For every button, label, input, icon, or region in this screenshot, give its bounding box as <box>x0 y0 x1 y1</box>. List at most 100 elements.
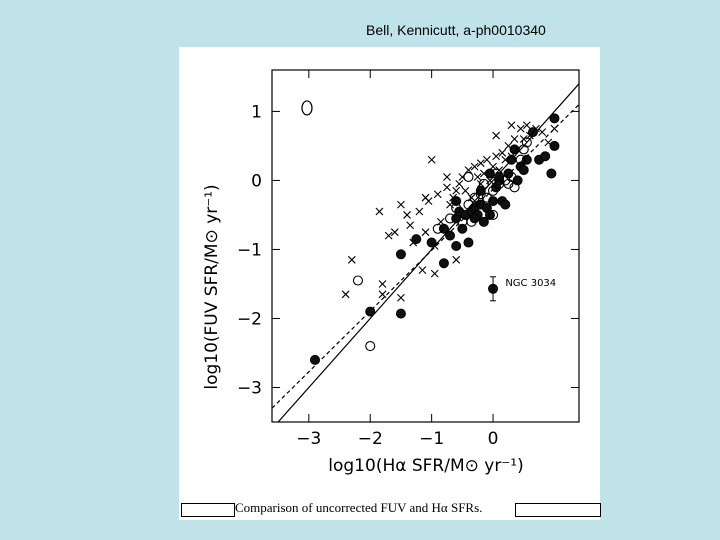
cross-point <box>498 148 507 157</box>
cross-point <box>467 193 476 202</box>
one-to-one-line <box>277 83 579 422</box>
open-circle-point <box>487 185 499 196</box>
open-circle-point <box>515 154 526 165</box>
annotation-label: NGC 3034 <box>505 278 556 289</box>
y-tick-label: −1 <box>237 240 262 260</box>
cross-point <box>550 124 559 133</box>
open-circle-point <box>503 178 514 189</box>
cross-point <box>519 135 528 143</box>
plot-frame <box>271 69 580 423</box>
cross-point <box>476 159 485 168</box>
cross-point <box>492 131 500 140</box>
chart-axes <box>271 69 580 423</box>
cross-point <box>443 183 451 192</box>
filled-circle-point <box>549 140 560 151</box>
figure-panel: −3 −2 −1 0 −3 −2 −1 0 1 NGC 3034 log10(Hα SFR/M⊙ … <box>179 47 600 520</box>
cross-point <box>473 173 482 181</box>
cross-point <box>486 176 494 185</box>
cross-point <box>390 228 399 237</box>
cross-point <box>384 231 393 240</box>
filled-circle-point <box>549 113 560 124</box>
cross-point <box>516 124 525 133</box>
cross-point <box>449 193 458 202</box>
cross-point <box>378 290 387 299</box>
cross-point <box>504 142 513 150</box>
cross-point <box>507 121 516 130</box>
x-axis-label: log10(Hα SFR/M⊙ yr⁻¹) <box>328 456 523 476</box>
cross-point <box>489 162 497 171</box>
cross-point <box>495 166 504 174</box>
open-circle-point <box>518 144 529 155</box>
cross-point <box>522 121 531 130</box>
cross-point <box>507 152 516 161</box>
cross-point <box>397 200 405 209</box>
cross-point <box>501 155 510 164</box>
open-circle-point <box>506 171 517 183</box>
cross-point <box>433 190 442 199</box>
filled-circle-point <box>518 165 529 176</box>
cross-point <box>415 207 424 216</box>
cross-point <box>427 155 436 164</box>
filled-circle-point <box>546 168 557 179</box>
filled-circle-point <box>395 308 406 319</box>
filled-circle-point <box>463 237 474 248</box>
cross-point <box>406 221 415 230</box>
cross-point <box>473 200 482 209</box>
cross-point <box>378 280 387 288</box>
open-circle-point <box>475 189 486 200</box>
cross-point <box>525 131 534 140</box>
cross-point <box>375 207 384 216</box>
open-circle-point <box>463 171 474 183</box>
cross-point <box>455 179 464 188</box>
open-circle-point <box>365 341 376 352</box>
filled-circle-point <box>457 223 468 234</box>
cross-point <box>341 290 350 299</box>
caption-left-box <box>181 503 235 517</box>
cross-point <box>403 211 411 219</box>
y-tick-label: 0 <box>251 171 262 191</box>
cross-point <box>430 242 439 250</box>
cross-point <box>532 124 540 133</box>
open-circle-point <box>451 202 462 214</box>
x-tick-label: −1 <box>419 429 444 449</box>
filled-circle-point <box>451 241 462 251</box>
cross-point <box>479 169 488 178</box>
cross-point <box>430 269 439 278</box>
filled-circle-point <box>395 249 406 260</box>
filled-circle-point <box>500 199 511 210</box>
y-tick-label: −2 <box>237 309 262 329</box>
filled-circle-point <box>484 209 495 220</box>
open-circle-point <box>478 178 489 189</box>
cross-point <box>544 138 553 147</box>
cross-point <box>458 173 467 181</box>
cross-point <box>446 200 454 209</box>
scatter-chart: −3 −2 −1 0 −3 −2 −1 0 1 NGC 3034 log10(Hα SFR/M⊙ … <box>202 69 580 476</box>
cross-point <box>483 155 491 164</box>
filled-circle-point <box>309 354 320 365</box>
cross-point <box>476 179 485 188</box>
data-points <box>301 100 560 365</box>
open-circle-point <box>481 192 492 203</box>
cross-point <box>464 166 473 174</box>
cross-point <box>409 238 418 247</box>
cross-point <box>510 135 519 143</box>
open-circle-point <box>500 175 511 186</box>
cross-point <box>452 186 461 195</box>
cross-point <box>452 255 461 264</box>
legend-open-circle-symbol <box>301 100 313 116</box>
filled-circle-point <box>445 230 456 241</box>
open-circle-point <box>509 182 520 193</box>
open-circle-point <box>466 216 477 227</box>
filled-circle-point <box>540 151 551 162</box>
x-tick-label: −2 <box>358 429 383 449</box>
filled-circle-point <box>365 306 376 317</box>
cross-point <box>436 217 445 226</box>
open-circle-point <box>445 213 456 224</box>
cross-point <box>492 152 500 161</box>
caption-right-box <box>515 503 601 517</box>
open-circle-point <box>352 275 364 286</box>
cross-point <box>538 128 547 137</box>
y-tick-label: −3 <box>237 378 262 398</box>
x-tick-label: 0 <box>488 429 499 449</box>
y-axis-label: log10(FUV SFR/M⊙ yr⁻¹) <box>202 184 222 389</box>
